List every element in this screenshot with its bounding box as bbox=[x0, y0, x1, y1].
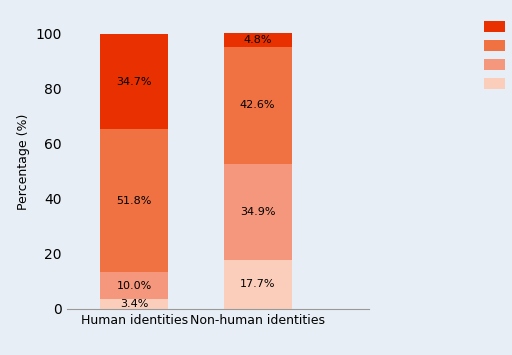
Bar bbox=[100, 300, 168, 309]
Bar bbox=[100, 129, 168, 272]
Text: 34.7%: 34.7% bbox=[117, 77, 152, 87]
Bar bbox=[224, 47, 291, 164]
Legend: Critical, High, Medium, Low: Critical, High, Medium, Low bbox=[480, 17, 512, 94]
Text: 10.0%: 10.0% bbox=[117, 281, 152, 291]
Y-axis label: Percentage (%): Percentage (%) bbox=[17, 113, 30, 210]
Text: 17.7%: 17.7% bbox=[240, 279, 275, 289]
Text: 34.9%: 34.9% bbox=[240, 207, 275, 217]
Text: 42.6%: 42.6% bbox=[240, 100, 275, 110]
Bar bbox=[224, 33, 291, 47]
Text: 4.8%: 4.8% bbox=[243, 35, 272, 45]
Bar bbox=[224, 164, 291, 260]
Text: 3.4%: 3.4% bbox=[120, 299, 148, 309]
Bar bbox=[100, 34, 168, 129]
Text: 51.8%: 51.8% bbox=[117, 196, 152, 206]
Bar bbox=[100, 272, 168, 300]
Bar bbox=[224, 260, 291, 309]
